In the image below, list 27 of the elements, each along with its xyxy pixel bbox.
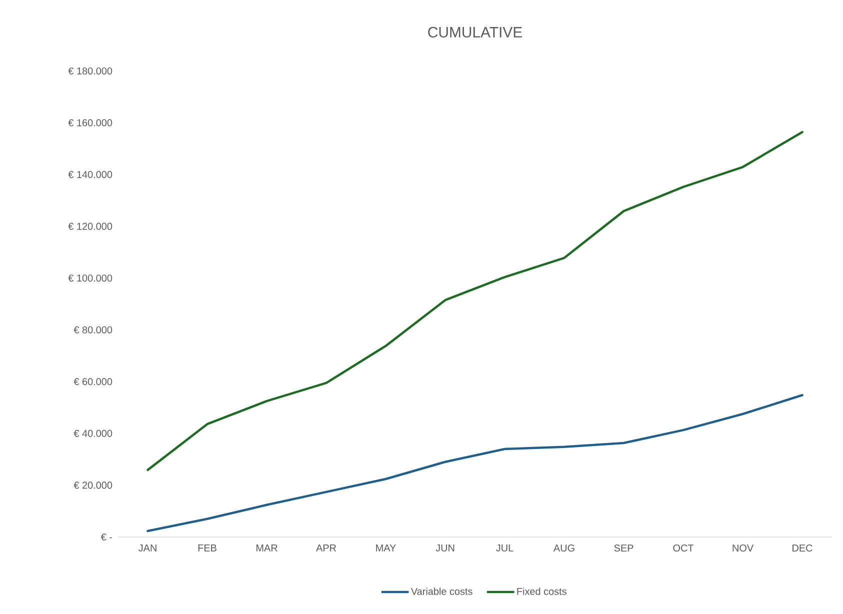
y-tick-label: € 60.000: [74, 378, 112, 386]
y-tick-label: € 100.000: [68, 274, 112, 282]
y-tick-label: € 40.000: [74, 430, 112, 437]
x-tick-label: OCT: [673, 544, 694, 552]
x-tick-label: FEB: [198, 544, 216, 552]
x-tick-label: DEC: [792, 544, 812, 552]
y-tick-label: € 160.000: [68, 119, 112, 126]
y-tick-label: € 80.000: [74, 326, 112, 334]
x-tick-label: JAN: [138, 544, 156, 552]
chart-title: CUMULATIVE: [428, 26, 522, 38]
x-tick-label: MAY: [376, 544, 396, 552]
line-series: [146, 394, 804, 532]
x-tick-label: JUL: [496, 544, 514, 552]
y-tick-label: € 180.000: [68, 67, 112, 75]
y-tick-label: € 20.000: [74, 482, 112, 489]
x-tick-label: MAR: [256, 544, 278, 552]
line-series: [146, 130, 804, 472]
legend-label: Fixed costs: [517, 588, 566, 595]
x-tick-label: NOV: [732, 544, 754, 552]
legend-label: Variable costs: [410, 588, 472, 595]
x-tick-label: JUN: [436, 544, 454, 552]
x-tick-label: APR: [316, 544, 336, 552]
y-tick-label: € 140.000: [68, 171, 112, 178]
y-tick-label: € 120.000: [68, 222, 112, 230]
x-tick-label: SEP: [614, 544, 634, 552]
x-tick-label: AUG: [553, 544, 574, 552]
y-tick-label: € -: [100, 533, 112, 541]
